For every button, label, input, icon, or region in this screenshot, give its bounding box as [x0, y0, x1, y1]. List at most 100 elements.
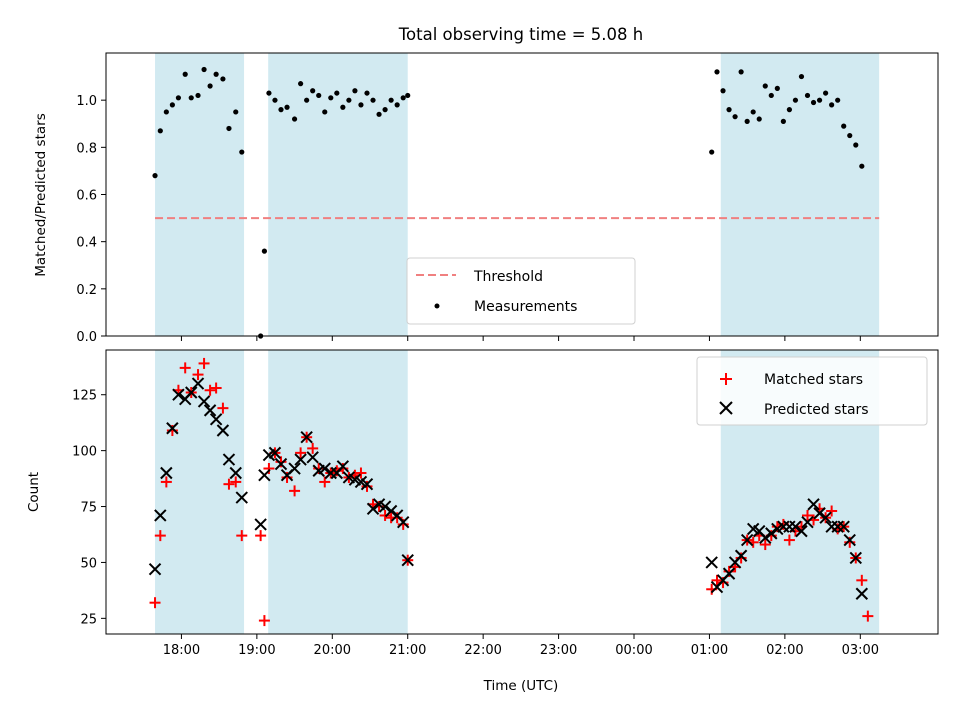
matched-star-point	[217, 402, 229, 414]
matched-star-point	[717, 577, 729, 589]
top-legend-box	[406, 257, 636, 325]
measurement-point	[714, 69, 720, 75]
measurement-point	[750, 109, 756, 115]
measurement-point	[163, 109, 169, 115]
x-tick-label: 21:00	[389, 643, 426, 658]
measurement-point	[853, 142, 859, 148]
measurement-point	[266, 90, 272, 96]
measurement-point	[152, 173, 158, 179]
predicted-star-point	[166, 422, 179, 435]
predicted-star-point	[801, 515, 814, 529]
predicted-star-point	[759, 531, 772, 545]
measurement-point	[304, 97, 310, 103]
measurement-point	[388, 97, 394, 103]
measurement-point	[175, 95, 182, 101]
figure-title: Total observing time = 5.08 h	[398, 25, 643, 44]
measurement-point	[835, 97, 841, 103]
bottom-legend: Matched stars Predicted stars	[696, 356, 928, 426]
matched-star-point	[192, 369, 204, 381]
matched-star-point	[210, 382, 222, 394]
predicted-stars-points	[148, 377, 869, 600]
matched-star-point	[759, 539, 771, 551]
predicted-star-point	[288, 462, 301, 475]
predicted-star-point	[789, 520, 802, 533]
measurement-point	[213, 71, 219, 77]
x-tick-label: 19:00	[238, 643, 275, 658]
matched-star-point	[862, 610, 874, 622]
measurement-point	[340, 104, 346, 110]
predicted-star-point	[191, 377, 205, 390]
measurement-point	[780, 118, 786, 124]
y-tick-label: 0.2	[76, 283, 97, 298]
predicted-star-point	[378, 500, 392, 513]
predicted-star-point	[172, 388, 185, 401]
measurement-point	[226, 125, 232, 132]
x-tick-label: 22:00	[464, 643, 501, 658]
top-x-ticks	[180, 336, 861, 341]
measurement-point	[798, 73, 805, 80]
measurement-point	[732, 114, 738, 120]
measurement-point	[272, 97, 278, 103]
measurement-point	[239, 149, 245, 155]
measurement-point	[720, 88, 726, 94]
predicted-star-point	[268, 446, 282, 460]
predicted-star-point	[203, 404, 217, 417]
measurement-point	[334, 90, 340, 96]
predicted-star-point	[837, 520, 850, 533]
matched-star-point	[255, 530, 267, 542]
shaded-interval	[268, 350, 408, 634]
predicted-star-point	[813, 507, 826, 520]
predicted-star-point	[154, 509, 167, 522]
top-panel: 0.0 0.2 0.4 0.6 0.8 1.0 Matched/Predicted sta…	[33, 52, 939, 345]
y-tick-label: 0.8	[76, 141, 97, 156]
bottom-legend-box	[696, 356, 928, 426]
predicted-star-point	[222, 453, 236, 466]
matched-star-point	[198, 357, 210, 369]
matched-star-point	[223, 478, 235, 490]
predicted-star-point	[306, 451, 319, 464]
predicted-star-point	[336, 460, 350, 473]
measurement-point	[346, 97, 352, 103]
measurement-point	[847, 132, 853, 139]
predicted-star-point	[734, 549, 748, 562]
measurement-point	[261, 248, 268, 254]
bottom-axes-frame	[105, 349, 939, 635]
predicted-star-point	[318, 462, 331, 475]
legend-measurements-label: Measurements	[474, 299, 577, 315]
measurement-point	[376, 111, 382, 117]
measurement-point	[816, 97, 823, 103]
matched-star-point	[844, 536, 856, 548]
matched-star-point	[179, 362, 191, 374]
measurement-point	[709, 149, 715, 155]
predicted-star-point	[294, 453, 307, 466]
matched-star-point	[379, 509, 391, 521]
measurement-point	[382, 107, 388, 113]
measurement-point	[298, 81, 304, 87]
bottom-x-ticks: 18:00 19:00 20:00 21:00 22:00 23:00 00:00 01:00…	[163, 634, 879, 658]
measurement-point	[278, 107, 284, 113]
predicted-star-point	[148, 562, 162, 576]
measurement-point	[738, 69, 744, 75]
measurement-point	[233, 109, 239, 115]
legend-measurements-swatch	[434, 303, 440, 309]
matched-star-point	[230, 476, 242, 488]
x-tick-label: 00:00	[615, 643, 652, 658]
top-axes-frame	[105, 52, 939, 337]
matched-star-point	[281, 471, 293, 483]
measurement-point	[316, 92, 322, 99]
matched-star-point	[771, 521, 783, 533]
x-tick-label: 02:00	[766, 643, 803, 658]
measurement-point	[405, 92, 411, 99]
predicted-star-point	[209, 413, 223, 426]
y-tick-label: 0.0	[76, 330, 97, 345]
bottom-y-ticks: 25 50 75 100 125	[72, 389, 106, 627]
predicted-star-point	[722, 567, 736, 580]
matched-star-point	[154, 530, 166, 542]
matched-star-point	[313, 463, 325, 475]
measurement-point	[188, 95, 194, 101]
predicted-star-point	[843, 533, 856, 547]
x-tick-label: 03:00	[842, 643, 879, 658]
measurement-point	[768, 92, 774, 99]
measurement-point	[352, 88, 358, 94]
